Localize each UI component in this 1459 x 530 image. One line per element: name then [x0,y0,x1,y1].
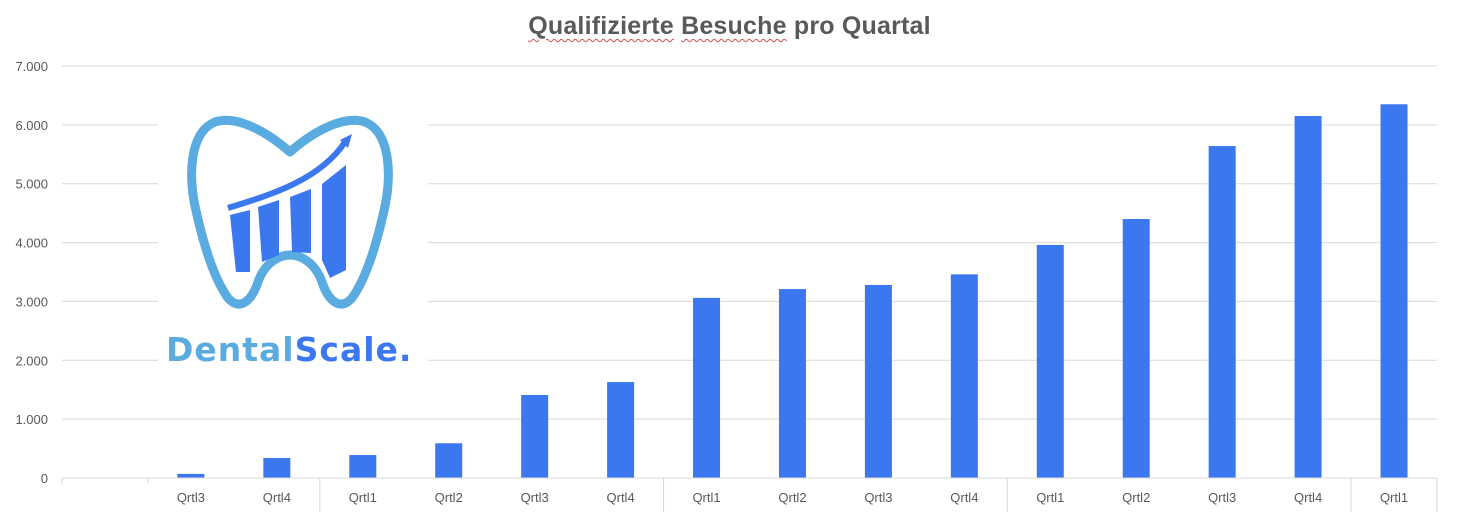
logo-wordmark-dental: Dental [166,330,295,369]
x-tick-label: Qrtl4 [1294,490,1322,505]
y-axis: 0 1.000 2.000 3.000 4.000 5.000 6.000 7.000 [15,59,48,486]
bar [435,443,463,478]
bar [693,297,721,478]
bar [521,395,549,478]
chart-title-word-3: pro Quartal [793,12,931,40]
x-tick-label: Qrtl3 [521,490,549,505]
bar [1122,219,1150,478]
bar [607,382,635,478]
bar [1036,244,1064,478]
x-axis: Qrtl3 Qrtl4 Qrtl1 Qrtl2 Qrtl3 Qrtl4 Qrtl1 Qrtl2… [61,477,1438,512]
bar [263,457,291,478]
bar [1294,116,1322,479]
x-tick-label: Qrtl3 [177,490,205,505]
bar [778,289,806,478]
x-tick-label: Qrtl2 [435,490,463,505]
x-tick-label: Qrtl2 [778,490,806,505]
x-tick-label: Qrtl1 [1380,490,1408,505]
y-tick-label: 1.000 [15,412,48,427]
x-tick-label: Qrtl4 [263,490,291,505]
y-tick-label: 0 [41,471,48,486]
bar [349,455,377,478]
logo-wordmark-scale: Scale. [294,330,413,369]
chart-title-word-2: Besuche [681,12,787,40]
bar [864,284,892,478]
y-tick-label: 2.000 [15,353,48,368]
y-tick-label: 4.000 [15,236,48,251]
x-tick-label: Qrtl1 [1036,490,1064,505]
x-tick-label: Qrtl3 [1208,490,1236,505]
x-tick-label: Qrtl4 [607,490,635,505]
y-tick-label: 7.000 [15,59,48,74]
y-tick-label: 6.000 [15,118,48,133]
y-tick-label: 5.000 [15,177,48,192]
bars [177,104,1408,479]
x-tick-label: Qrtl2 [1122,490,1150,505]
bar [1380,104,1408,478]
bar [950,274,978,478]
y-tick-label: 3.000 [15,294,48,309]
chart-title-word-1: Qualifizierte [528,12,674,40]
bar [177,473,205,478]
logo-wordmark: DentalScale. [166,330,412,369]
x-tick-label: Qrtl1 [692,490,720,505]
chart-title: Qualifizierte Besuche pro Quartal [0,12,1459,41]
bar [1208,146,1236,478]
x-tick-label: Qrtl4 [950,490,978,505]
x-tick-label: Qrtl3 [864,490,892,505]
x-tick-label: Qrtl1 [349,490,377,505]
